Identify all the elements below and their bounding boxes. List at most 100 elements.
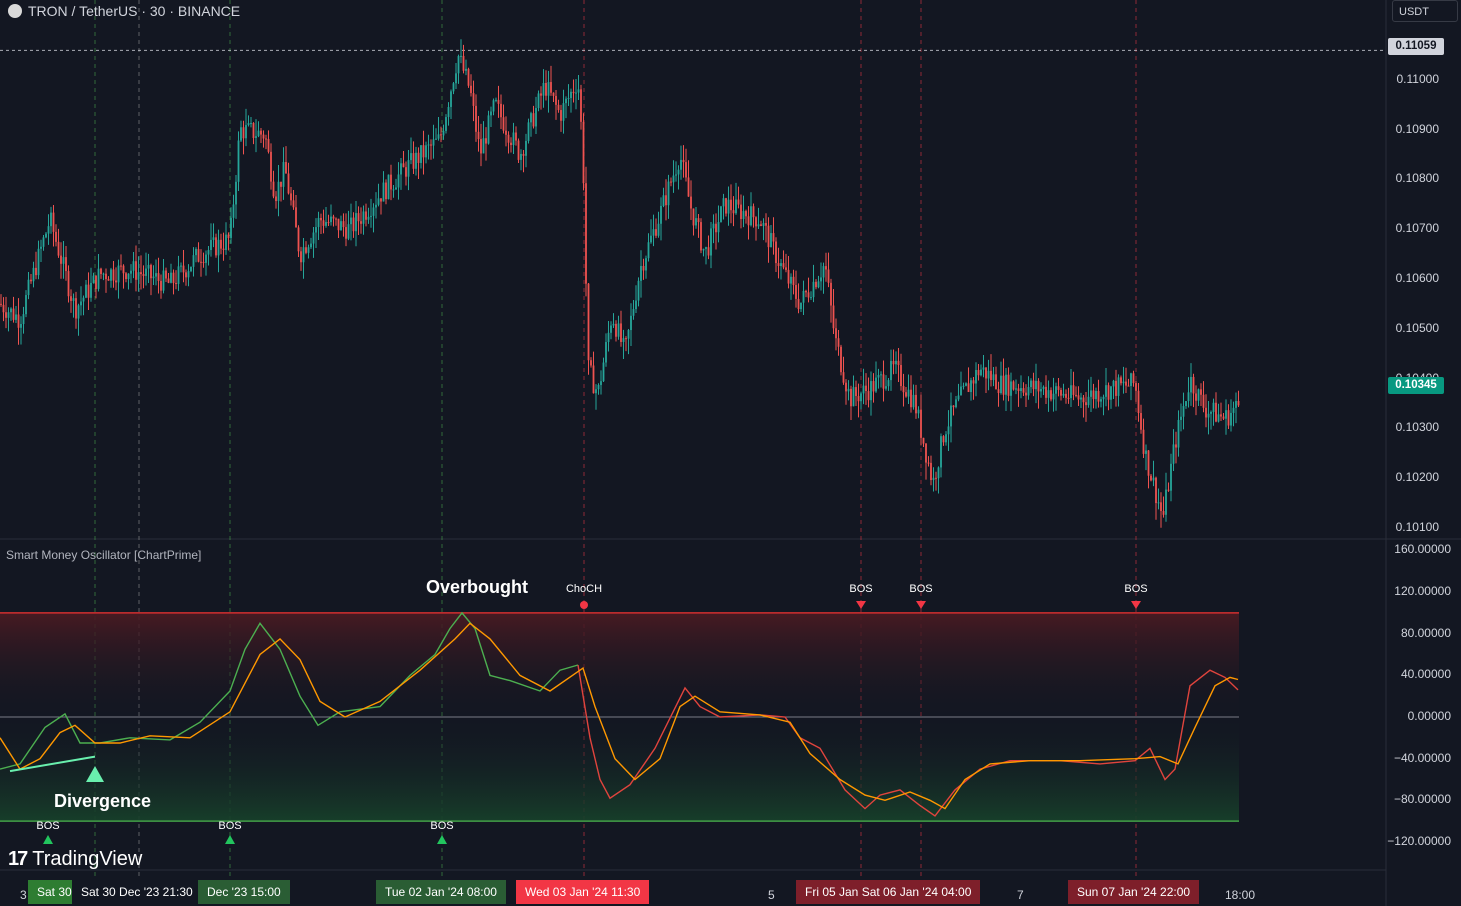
candle-body: [977, 369, 980, 376]
candle-body: [12, 308, 15, 320]
candle-body: [240, 127, 242, 141]
price-axis-label: 0.10300: [1395, 420, 1439, 435]
candle-body: [352, 217, 355, 232]
candle-body: [912, 394, 915, 408]
candle-body: [1175, 444, 1177, 448]
divergence-arrow-icon: [86, 766, 104, 782]
indicator-title[interactable]: Smart Money Oscillator [ChartPrime]: [6, 548, 202, 562]
oscillator-fast-line: [577, 664, 1239, 817]
candle-body: [415, 152, 417, 169]
candle-body: [885, 386, 887, 389]
candle-body: [440, 134, 442, 136]
candle-body: [752, 206, 755, 218]
candle-body: [852, 387, 855, 407]
currency-selector[interactable]: USDT: [1392, 0, 1458, 22]
candle-body: [110, 269, 112, 281]
candle-body: [1020, 388, 1022, 392]
oscillator-axis-label: 80.00000: [1400, 625, 1451, 640]
candle-body: [430, 144, 432, 146]
candle-body: [342, 221, 345, 228]
symbol-header[interactable]: TRON / TetherUS · 30 · BINANCE: [8, 3, 240, 19]
candle-body: [425, 145, 427, 158]
candle-body: [847, 388, 850, 392]
candle-body: [145, 268, 147, 276]
candle-body: [392, 189, 395, 191]
candle-body: [1232, 407, 1235, 413]
candle-body: [382, 182, 385, 202]
candle-body: [385, 182, 387, 200]
candle-body: [1097, 390, 1100, 402]
time-axis-label: 5: [768, 888, 775, 902]
candle-body: [32, 267, 35, 282]
candle-body: [1135, 383, 1137, 391]
candle-body: [895, 360, 897, 365]
tron-logo-icon: [8, 4, 22, 18]
candle-body: [355, 213, 357, 232]
candle-body: [257, 130, 260, 137]
candle-body: [762, 223, 765, 227]
candle-body: [1107, 385, 1110, 400]
candle-body: [925, 443, 927, 463]
candle-body: [480, 139, 482, 154]
tradingview-branding[interactable]: 17 TradingView: [8, 848, 142, 871]
candle-body: [1022, 388, 1025, 393]
candle-body: [930, 462, 932, 481]
candle-body: [1047, 390, 1050, 398]
candle-body: [727, 199, 730, 214]
candle-body: [865, 385, 867, 392]
candle-body: [882, 374, 885, 389]
candle-body: [1177, 419, 1180, 448]
candle-body: [120, 265, 122, 267]
oscillator-axis-label: 120.00000: [1394, 584, 1451, 599]
candle-body: [462, 55, 465, 71]
candle-body: [220, 239, 222, 249]
candle-body: [150, 264, 152, 279]
candle-body: [25, 295, 27, 315]
candle-body: [122, 265, 125, 274]
candle-body: [65, 257, 67, 272]
candle-body: [270, 151, 272, 182]
candle-body: [607, 332, 610, 343]
candle-body: [702, 248, 705, 251]
time-axis-chip: Sat 30 Dec '23 21:30: [72, 880, 202, 904]
candle-body: [775, 241, 777, 264]
candle-body: [835, 328, 837, 339]
candle-body: [1157, 502, 1160, 504]
candle-body: [740, 204, 742, 220]
candle-body: [1045, 386, 1047, 398]
candle-body: [972, 380, 975, 384]
candle-body: [517, 140, 520, 160]
candle-body: [397, 174, 400, 188]
candle-body: [1055, 386, 1057, 394]
candle-body: [365, 211, 367, 220]
candle-body: [232, 204, 235, 218]
candle-body: [1085, 402, 1087, 406]
candle-body: [1180, 416, 1182, 420]
candle-body: [1235, 401, 1237, 408]
candle-body: [437, 134, 440, 139]
candle-body: [805, 290, 807, 293]
candle-body: [1165, 489, 1167, 515]
candle-body: [200, 261, 202, 263]
candle-body: [500, 103, 502, 118]
candle-body: [80, 301, 82, 306]
candle-body: [70, 296, 72, 301]
overbought-label: Overbought: [426, 577, 528, 597]
candle-body: [275, 196, 277, 202]
candle-body: [507, 134, 510, 143]
candle-body: [980, 369, 982, 376]
bos-down-marker-icon: [1131, 601, 1141, 609]
candle-body: [375, 204, 377, 208]
candle-body: [50, 212, 52, 227]
candle-body: [642, 265, 645, 271]
candle-body: [720, 206, 722, 223]
candle-body: [1205, 407, 1207, 418]
candle-body: [652, 229, 655, 236]
candle-body: [780, 263, 782, 266]
candle-body: [530, 113, 532, 123]
candle-body: [1017, 388, 1020, 392]
candle-body: [1002, 375, 1005, 395]
candle-body: [260, 130, 262, 135]
candle-body: [277, 181, 280, 202]
